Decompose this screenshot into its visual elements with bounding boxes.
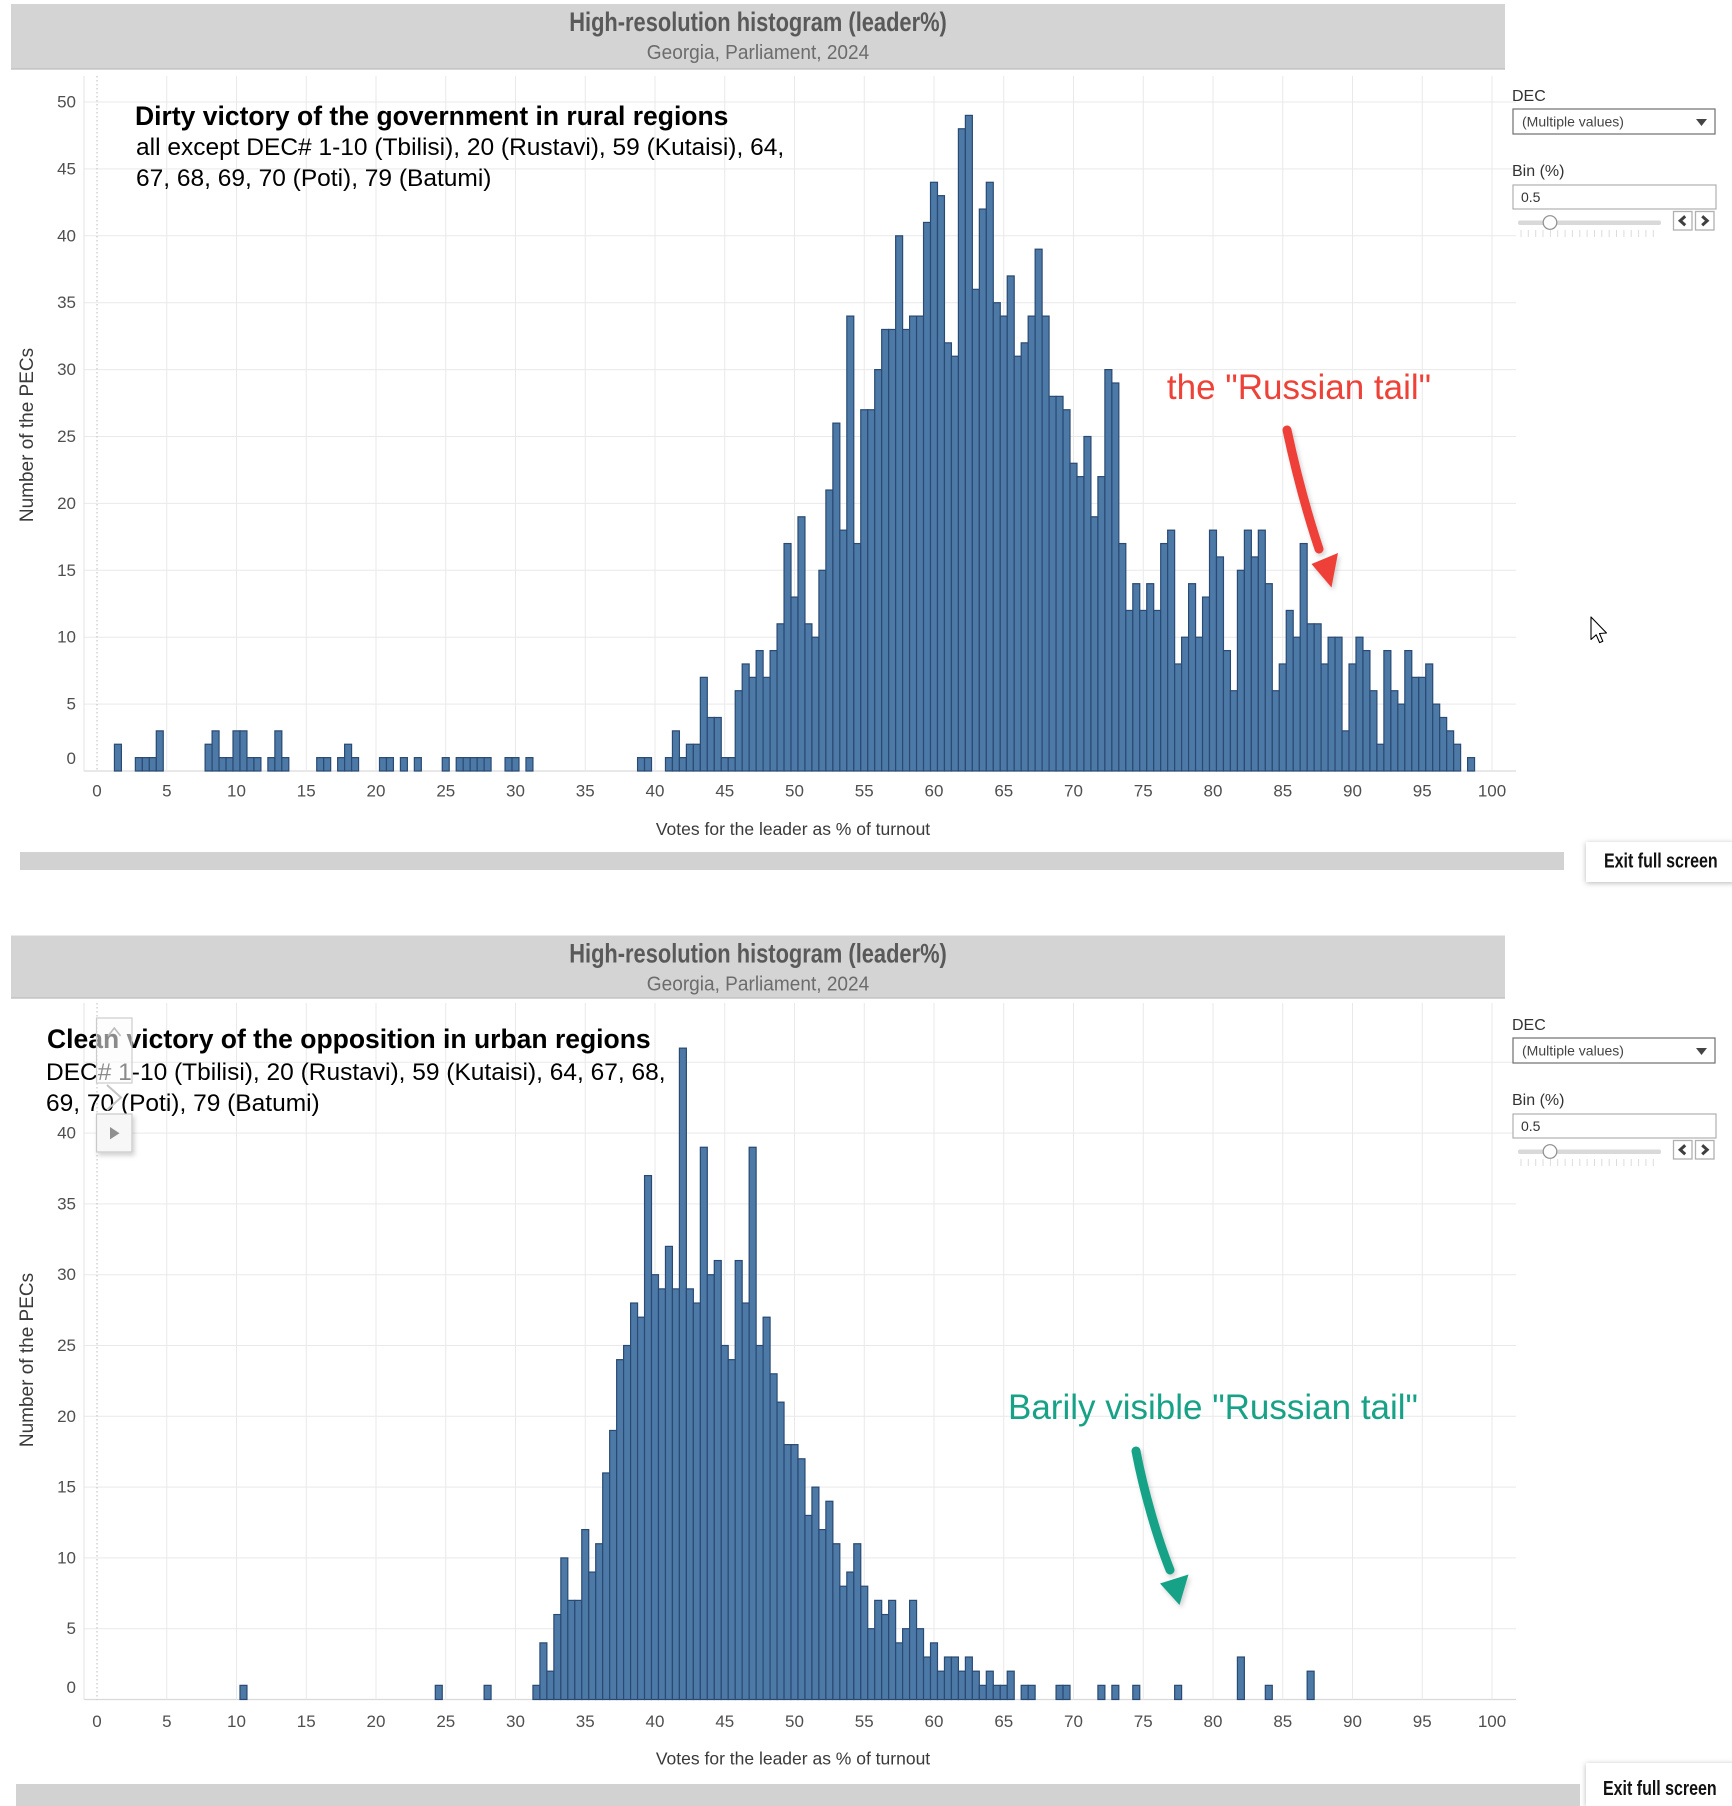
svg-text:10: 10	[57, 628, 76, 647]
svg-text:0: 0	[92, 782, 101, 801]
svg-text:35: 35	[57, 293, 76, 312]
svg-text:(Multiple values): (Multiple values)	[1522, 114, 1624, 130]
svg-text:95: 95	[1413, 1712, 1432, 1731]
svg-text:20: 20	[57, 494, 76, 513]
svg-text:45: 45	[715, 782, 734, 801]
svg-text:15: 15	[57, 561, 76, 580]
svg-text:100: 100	[1478, 782, 1506, 801]
svg-text:40: 40	[646, 782, 665, 801]
svg-text:15: 15	[57, 1478, 76, 1497]
svg-text:High-resolution histogram (lea: High-resolution histogram (leader%)	[569, 939, 947, 969]
svg-text:Bin (%): Bin (%)	[1512, 1092, 1564, 1109]
svg-text:DEC: DEC	[1512, 1017, 1546, 1034]
svg-text:Votes for the leader as % of t: Votes for the leader as % of turnout	[656, 1749, 930, 1769]
svg-text:95: 95	[1413, 782, 1432, 801]
svg-text:5: 5	[162, 1712, 171, 1731]
svg-text:40: 40	[57, 226, 76, 245]
svg-text:0.5: 0.5	[1521, 1118, 1541, 1134]
svg-text:55: 55	[855, 1712, 874, 1731]
svg-text:85: 85	[1273, 1712, 1292, 1731]
svg-text:75: 75	[1134, 1712, 1153, 1731]
svg-text:Barily visible "Russian tail": Barily visible "Russian tail"	[1008, 1388, 1418, 1427]
svg-text:69, 70 (Poti), 79 (Batumi): 69, 70 (Poti), 79 (Batumi)	[46, 1090, 320, 1117]
svg-text:DEC# 1-10 (Tbilisi), 20 (Rusta: DEC# 1-10 (Tbilisi), 20 (Rustavi), 59 (K…	[46, 1059, 666, 1086]
svg-text:25: 25	[436, 782, 455, 801]
svg-text:10: 10	[227, 1712, 246, 1731]
svg-text:55: 55	[855, 782, 874, 801]
svg-text:50: 50	[57, 93, 76, 112]
svg-text:30: 30	[506, 1712, 525, 1731]
svg-text:35: 35	[57, 1194, 76, 1213]
svg-text:Georgia, Parliament, 2024: Georgia, Parliament, 2024	[647, 973, 869, 996]
svg-text:Exit full screen: Exit full screen	[1604, 849, 1718, 872]
svg-text:30: 30	[57, 1265, 76, 1284]
svg-text:90: 90	[1343, 1712, 1362, 1731]
svg-text:High-resolution histogram (lea: High-resolution histogram (leader%)	[569, 8, 947, 38]
svg-text:15: 15	[297, 782, 316, 801]
svg-text:Number of the PECs: Number of the PECs	[17, 348, 38, 522]
svg-text:Georgia, Parliament, 2024: Georgia, Parliament, 2024	[647, 41, 869, 64]
svg-text:100: 100	[1478, 1712, 1506, 1731]
svg-text:60: 60	[925, 782, 944, 801]
svg-text:20: 20	[57, 1407, 76, 1426]
svg-text:the "Russian tail": the "Russian tail"	[1167, 368, 1431, 407]
svg-text:all except DEC# 1-10 (Tbilisi): all except DEC# 1-10 (Tbilisi), 20 (Rust…	[136, 134, 784, 161]
svg-text:20: 20	[367, 782, 386, 801]
svg-text:40: 40	[646, 1712, 665, 1731]
svg-text:67, 68, 69, 70 (Poti), 79 (Bat: 67, 68, 69, 70 (Poti), 79 (Batumi)	[136, 165, 491, 192]
svg-text:Bin (%): Bin (%)	[1512, 163, 1564, 180]
svg-text:65: 65	[994, 782, 1013, 801]
svg-text:80: 80	[1204, 1712, 1223, 1731]
svg-text:20: 20	[367, 1712, 386, 1731]
svg-text:15: 15	[297, 1712, 316, 1731]
svg-text:30: 30	[57, 360, 76, 379]
svg-text:Number of the PECs: Number of the PECs	[17, 1273, 38, 1447]
svg-text:35: 35	[576, 1712, 595, 1731]
svg-text:Clean victory of the oppositio: Clean victory of the opposition in urban…	[47, 1024, 651, 1054]
svg-text:25: 25	[57, 1336, 76, 1355]
svg-text:65: 65	[994, 1712, 1013, 1731]
svg-text:0: 0	[92, 1712, 101, 1731]
svg-text:80: 80	[1204, 782, 1223, 801]
svg-text:40: 40	[57, 1124, 76, 1143]
svg-text:5: 5	[162, 782, 171, 801]
svg-text:45: 45	[715, 1712, 734, 1731]
svg-text:85: 85	[1273, 782, 1292, 801]
svg-text:50: 50	[785, 1712, 804, 1731]
svg-text:35: 35	[576, 782, 595, 801]
svg-text:45: 45	[57, 159, 76, 178]
svg-text:0.5: 0.5	[1521, 189, 1541, 205]
svg-text:75: 75	[1134, 782, 1153, 801]
svg-text:90: 90	[1343, 782, 1362, 801]
svg-text:50: 50	[785, 782, 804, 801]
svg-text:Exit full screen: Exit full screen	[1603, 1776, 1717, 1799]
svg-text:(Multiple values): (Multiple values)	[1522, 1043, 1624, 1059]
svg-text:70: 70	[1064, 782, 1083, 801]
svg-text:60: 60	[925, 1712, 944, 1731]
svg-text:Dirty victory of the governmen: Dirty victory of the government in rural…	[135, 101, 728, 131]
svg-text:DEC: DEC	[1512, 88, 1546, 105]
svg-text:5: 5	[67, 1619, 76, 1638]
svg-text:0: 0	[67, 749, 76, 768]
svg-text:70: 70	[1064, 1712, 1083, 1731]
svg-text:30: 30	[506, 782, 525, 801]
svg-text:Votes for the leader as % of t: Votes for the leader as % of turnout	[656, 819, 930, 839]
svg-text:10: 10	[57, 1548, 76, 1567]
svg-text:5: 5	[67, 695, 76, 714]
svg-text:25: 25	[57, 427, 76, 446]
svg-text:25: 25	[436, 1712, 455, 1731]
svg-text:10: 10	[227, 782, 246, 801]
svg-text:0: 0	[67, 1678, 76, 1697]
